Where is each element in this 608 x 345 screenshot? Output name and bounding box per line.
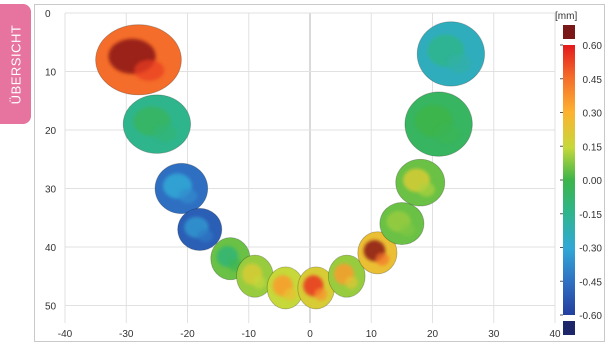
tooth-premolar-l1 <box>379 202 425 246</box>
x-tick-label: -30 <box>119 329 134 340</box>
tooth-upper-right-molar <box>95 24 182 96</box>
tooth-shade <box>399 223 416 237</box>
x-tick-label: 40 <box>549 329 561 340</box>
x-tick-label: -10 <box>242 329 257 340</box>
y-tick-label: 0 <box>45 9 51 20</box>
y-tick-label: 10 <box>45 67 57 78</box>
x-tick-label: 30 <box>488 329 500 340</box>
chart-frame: -40 -30 -20 -10 0 10 20 30 40 0 10 20 30 40 50 [mm] 0.6… <box>34 4 605 342</box>
tooth-shade <box>283 287 297 301</box>
deviation-map-chart: -40 -30 -20 -10 0 10 20 30 40 0 10 20 30 40 50 [mm] 0.6… <box>45 9 602 340</box>
axes: -40 -30 -20 -10 0 10 20 30 40 0 10 20 30 40 50 <box>45 9 561 340</box>
tooth-shade <box>314 287 328 301</box>
colorbar-under-swatch <box>563 321 575 335</box>
tooth-premolar-1 <box>154 162 209 215</box>
y-tick-label: 30 <box>45 184 57 195</box>
x-tick-label: 10 <box>366 329 378 340</box>
x-tick-label: -20 <box>180 329 195 340</box>
tooth-shade <box>134 59 165 81</box>
y-tick-label: 40 <box>45 243 57 254</box>
tooth-second-molar <box>122 94 191 154</box>
tooth-premolar-2 <box>177 207 223 251</box>
tooth-central-l <box>297 266 335 310</box>
tooth-shade <box>417 182 435 197</box>
x-tick-label: 20 <box>427 329 439 340</box>
y-tick-label: 20 <box>45 126 57 137</box>
tooth-shade <box>253 276 266 289</box>
teeth-layer <box>95 21 485 310</box>
tooth-shade <box>435 124 459 144</box>
colorbar: [mm] 0.60 0.45 0.30 0.15 0.00 -0.15 -0.30 -0.45 -… <box>555 11 602 335</box>
tooth-central-r <box>266 266 305 310</box>
tooth-upper-left-molar <box>416 21 485 87</box>
tooth-shade <box>197 229 213 243</box>
side-tab-label: ÜBERSICHT <box>8 24 23 104</box>
tooth-shade <box>344 276 358 289</box>
colorbar-tick-label: -0.15 <box>579 210 602 221</box>
tooth-shade <box>178 188 198 204</box>
colorbar-tick-label: 0.45 <box>583 75 603 86</box>
colorbar-over-swatch <box>563 25 575 39</box>
colorbar-tick-label: 0.30 <box>583 109 603 120</box>
side-tab-overview[interactable]: ÜBERSICHT <box>0 4 31 124</box>
tooth-shade <box>447 53 472 74</box>
colorbar-tick-label: 0.00 <box>583 176 603 187</box>
tooth-second-molar-l <box>404 91 473 157</box>
tooth-lateral-r <box>236 254 274 298</box>
colorbar-tick-label: -0.30 <box>579 244 602 255</box>
x-tick-label: -40 <box>58 329 73 340</box>
tooth-shade <box>153 124 178 142</box>
tooth-lateral-l <box>327 254 366 298</box>
colorbar-tick-label: 0.15 <box>583 142 603 153</box>
x-tick-label: 0 <box>307 329 313 340</box>
tooth-canine-l <box>357 231 398 275</box>
colorbar-unit: [mm] <box>555 11 577 22</box>
y-tick-label: 50 <box>45 301 57 312</box>
colorbar-tick-label: -0.45 <box>579 277 602 288</box>
tooth-shade <box>375 252 390 266</box>
colorbar-tick-label: 0.60 <box>583 41 603 52</box>
colorbar-gradient <box>563 45 575 315</box>
colorbar-tick-label: -0.60 <box>579 311 602 322</box>
tooth-premolar-l2 <box>395 158 446 207</box>
